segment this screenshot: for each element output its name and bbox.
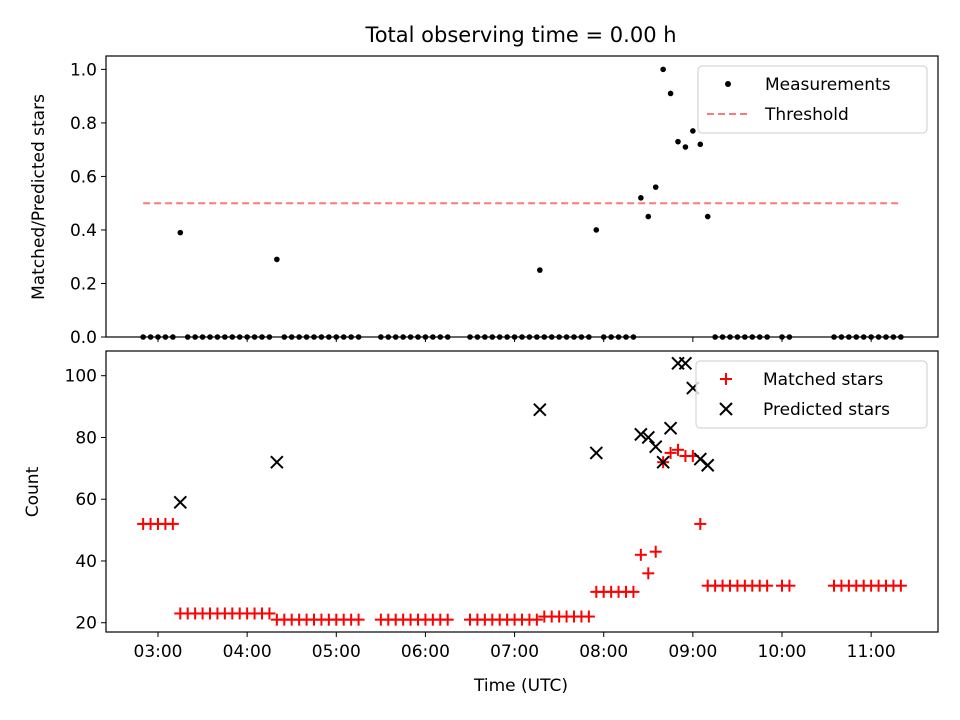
measurement-point: [274, 256, 280, 263]
measurement-point: [690, 128, 696, 134]
measurement-point: [593, 227, 600, 233]
bottom-panel: 20 40 60 80 100 03:00 04:00 05:00 06:00 07:00 08:…: [23, 350, 939, 696]
measurement-point: [675, 138, 681, 145]
matched-star-point: [783, 579, 796, 592]
matched-star-point: [263, 607, 276, 620]
legend-measurements-label: Measurements: [765, 75, 891, 95]
measurement-point: [645, 213, 652, 220]
predicted-star-point: [270, 455, 284, 469]
top-y-ticks: 0.0 0.2 0.4 0.6 0.8 1.0: [70, 60, 106, 348]
predicted-star-point: [649, 440, 663, 454]
matched-star-point: [582, 610, 595, 623]
legend-matched-marker: [720, 373, 732, 385]
measurement-point: [638, 195, 644, 201]
legend-predicted-label: Predicted stars: [763, 400, 890, 420]
matched-star-point: [634, 548, 647, 561]
legend-measurements-marker: [725, 81, 731, 87]
bottom-y-tick-label: 60: [75, 490, 97, 510]
matched-star-point: [894, 579, 907, 592]
x-tick-label: 06:00: [401, 642, 450, 662]
top-y-tick-label: 1.0: [70, 60, 97, 80]
bottom-y-tick-label: 40: [75, 552, 97, 572]
top-panel: Total observing time = 0.00 h 0.00.20.40…: [29, 23, 939, 348]
bottom-x-ticks: 03:00 04:00 05:00 06:00 07:00 08:00 09:00 10:00…: [134, 632, 896, 662]
top-marks: [140, 66, 904, 340]
measurement-point: [704, 213, 711, 220]
bottom-legend-box: [695, 360, 928, 429]
bottom-marks: [137, 356, 907, 626]
top-y-tick-label: 0.0: [70, 328, 97, 348]
predicted-star-point: [173, 495, 187, 510]
bottom-legend: Matched stars Predicted stars: [695, 360, 928, 429]
top-y-tick-label: 0.6: [70, 167, 97, 187]
predicted-star-point: [678, 356, 693, 371]
predicted-star-point: [533, 402, 547, 417]
top-legend: Measurements Threshold: [697, 65, 928, 134]
predicted-star-point: [589, 446, 603, 460]
x-tick-label: 10:00: [758, 642, 807, 662]
predicted-star-point: [634, 427, 648, 442]
predicted-star-point: [701, 458, 715, 472]
x-tick-label: 11:00: [847, 642, 896, 662]
legend-matched-label: Matched stars: [763, 370, 883, 390]
measurement-point: [660, 66, 666, 73]
top-y-tick-label: 0.4: [70, 221, 97, 241]
matched-star-point: [627, 585, 640, 598]
matched-star-point: [166, 517, 179, 530]
measurement-point: [537, 267, 543, 273]
top-y-tick-label: 0.2: [70, 274, 97, 294]
measurement-point: [697, 141, 704, 148]
bottom-y-ticks: 20 40 60 80 100: [65, 367, 106, 634]
bottom-y-axis-label: Count: [23, 466, 43, 517]
measurement-point: [667, 90, 674, 97]
matched-star-point: [352, 613, 365, 626]
matched-star-point: [530, 613, 543, 626]
matched-star-point: [672, 443, 684, 456]
legend-predicted-marker: [719, 402, 733, 416]
bottom-axes-frame: [105, 350, 939, 633]
matched-star-point: [642, 567, 655, 580]
matched-star-point: [441, 613, 454, 626]
predicted-star-point: [663, 421, 678, 435]
x-tick-label: 03:00: [134, 642, 183, 662]
bottom-y-tick-label: 100: [65, 367, 97, 387]
measurement-point: [652, 184, 659, 190]
top-axes-frame: [105, 55, 939, 338]
top-legend-box: [697, 65, 928, 134]
x-tick-label: 09:00: [668, 642, 717, 662]
x-tick-label: 08:00: [579, 642, 628, 662]
measurement-point: [682, 144, 689, 150]
x-tick-label: 05:00: [312, 642, 361, 662]
matched-star-point: [649, 545, 662, 558]
predicted-star-point: [641, 430, 655, 445]
x-tick-label: 04:00: [223, 642, 272, 662]
matched-star-point: [694, 517, 707, 530]
chart-title: Total observing time = 0.00 h: [364, 23, 676, 47]
bottom-y-tick-label: 20: [75, 614, 97, 634]
x-axis-label: Time (UTC): [473, 676, 568, 696]
legend-threshold-label: Threshold: [764, 105, 849, 125]
x-tick-label: 07:00: [490, 642, 539, 662]
top-y-axis-label: Matched/Predicted stars: [29, 94, 49, 300]
measurement-point: [177, 229, 184, 236]
top-y-tick-label: 0.8: [70, 114, 97, 134]
bottom-y-tick-label: 80: [75, 428, 97, 448]
matched-star-point: [761, 579, 774, 592]
matched-star-point: [664, 446, 677, 459]
predicted-star-point: [656, 455, 670, 469]
top-x-ticks: [157, 337, 872, 342]
